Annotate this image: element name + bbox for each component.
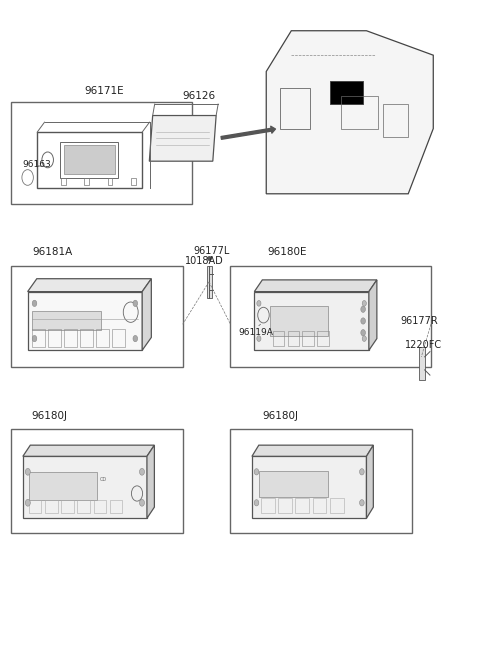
Bar: [296, 498, 309, 514]
Bar: [32, 311, 101, 329]
Bar: [64, 145, 115, 174]
Bar: [32, 329, 45, 346]
Text: 96180J: 96180J: [31, 411, 67, 421]
Circle shape: [360, 500, 364, 506]
Bar: [29, 472, 97, 500]
Bar: [261, 498, 275, 514]
Bar: [48, 329, 61, 346]
Polygon shape: [147, 445, 155, 518]
Text: 96171E: 96171E: [84, 86, 124, 96]
Bar: [112, 329, 125, 346]
Bar: [383, 104, 408, 137]
Polygon shape: [254, 280, 377, 291]
Circle shape: [140, 468, 144, 475]
Polygon shape: [28, 279, 151, 291]
Text: 96181A: 96181A: [33, 247, 73, 257]
Bar: [273, 331, 284, 346]
Text: 96180J: 96180J: [263, 411, 299, 421]
Bar: [312, 498, 326, 514]
Bar: [45, 500, 58, 514]
Circle shape: [32, 300, 37, 307]
Bar: [11, 428, 183, 533]
Bar: [419, 347, 425, 380]
Bar: [80, 329, 93, 346]
Bar: [37, 132, 142, 187]
Circle shape: [25, 468, 30, 475]
Bar: [330, 498, 344, 514]
Bar: [60, 142, 118, 178]
Text: 96119A: 96119A: [239, 328, 274, 337]
Circle shape: [361, 329, 365, 336]
Bar: [230, 265, 431, 367]
Bar: [302, 331, 314, 346]
Polygon shape: [369, 280, 377, 350]
Polygon shape: [149, 115, 216, 161]
Circle shape: [360, 469, 364, 475]
Bar: [330, 81, 363, 104]
Circle shape: [362, 301, 366, 306]
Circle shape: [362, 336, 366, 341]
Bar: [288, 331, 299, 346]
Text: 96126: 96126: [183, 91, 216, 101]
Text: 1018AD: 1018AD: [185, 256, 224, 266]
Circle shape: [133, 335, 138, 342]
Text: CD: CD: [100, 477, 107, 482]
Bar: [278, 498, 292, 514]
Circle shape: [361, 318, 365, 324]
Text: 1220FC: 1220FC: [405, 340, 442, 350]
Bar: [29, 500, 41, 514]
Bar: [84, 178, 89, 185]
Polygon shape: [366, 445, 373, 518]
Bar: [77, 500, 90, 514]
Polygon shape: [266, 31, 433, 194]
Text: 96177R: 96177R: [401, 316, 439, 326]
Bar: [96, 329, 109, 346]
Bar: [230, 428, 412, 533]
Bar: [61, 178, 66, 185]
Bar: [23, 457, 147, 518]
Polygon shape: [252, 445, 373, 457]
Bar: [11, 265, 183, 367]
Bar: [64, 329, 77, 346]
Bar: [207, 265, 212, 298]
Circle shape: [25, 499, 30, 506]
Bar: [11, 102, 192, 204]
Bar: [131, 178, 136, 185]
Circle shape: [257, 301, 261, 306]
Circle shape: [254, 469, 259, 475]
Circle shape: [257, 336, 261, 341]
Bar: [259, 470, 327, 496]
Bar: [61, 500, 74, 514]
Bar: [280, 88, 310, 128]
Bar: [254, 291, 369, 350]
Circle shape: [254, 500, 259, 506]
Polygon shape: [142, 279, 151, 350]
Circle shape: [133, 300, 138, 307]
Bar: [270, 307, 328, 335]
Text: 96163: 96163: [23, 160, 52, 169]
Bar: [252, 457, 366, 518]
Circle shape: [32, 335, 37, 342]
Bar: [94, 500, 106, 514]
Bar: [28, 291, 142, 350]
Bar: [110, 500, 122, 514]
Circle shape: [140, 499, 144, 506]
Bar: [317, 331, 329, 346]
Circle shape: [361, 306, 365, 312]
Text: 96180E: 96180E: [267, 247, 307, 257]
Bar: [341, 96, 378, 128]
Text: 96177L: 96177L: [193, 246, 229, 256]
Polygon shape: [23, 445, 155, 457]
Bar: [108, 178, 112, 185]
